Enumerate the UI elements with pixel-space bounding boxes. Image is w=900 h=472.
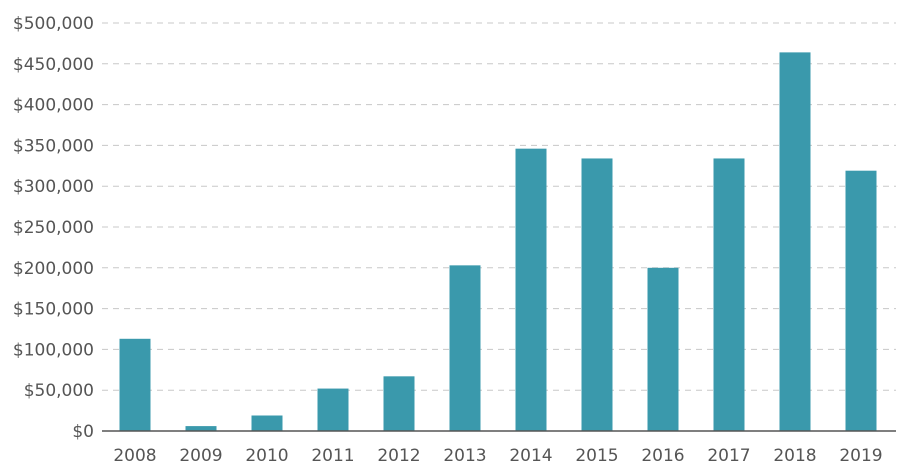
bar-2014 bbox=[515, 148, 547, 431]
x-tick-label: 2016 bbox=[641, 446, 684, 466]
y-tick-label: $300,000 bbox=[13, 177, 94, 197]
y-tick-label: $250,000 bbox=[13, 218, 94, 238]
bar-2011 bbox=[317, 388, 349, 431]
bar-2009 bbox=[185, 426, 217, 431]
y-tick-label: $100,000 bbox=[13, 340, 94, 360]
y-tick-label: $150,000 bbox=[13, 300, 94, 320]
bar-2012 bbox=[383, 376, 415, 431]
x-tick-label: 2012 bbox=[377, 446, 420, 466]
y-tick-label: $400,000 bbox=[13, 96, 94, 116]
x-tick-label: 2015 bbox=[575, 446, 618, 466]
bar-2015 bbox=[581, 158, 613, 431]
x-tick-label: 2017 bbox=[707, 446, 750, 466]
x-tick-label: 2008 bbox=[113, 446, 156, 466]
x-tick-label: 2009 bbox=[179, 446, 222, 466]
bars bbox=[119, 52, 877, 432]
y-tick-label: $500,000 bbox=[13, 14, 94, 34]
x-tick-label: 2014 bbox=[509, 446, 552, 466]
x-tick-label: 2013 bbox=[443, 446, 486, 466]
bar-2013 bbox=[449, 265, 481, 431]
y-tick-label: $0 bbox=[72, 422, 94, 442]
x-tick-label: 2018 bbox=[773, 446, 816, 466]
y-tick-label: $450,000 bbox=[13, 55, 94, 75]
bar-2018 bbox=[779, 52, 811, 431]
y-tick-label: $350,000 bbox=[13, 136, 94, 156]
bar-2019 bbox=[845, 170, 877, 432]
x-axis-tick-labels: 2008 2009 2010 2011 2012 2013 2014 2015 2016 2017… bbox=[113, 446, 882, 466]
y-tick-label: $50,000 bbox=[24, 381, 94, 401]
y-tick-label: $200,000 bbox=[13, 259, 94, 279]
bar-2008 bbox=[119, 338, 151, 431]
bar-2010 bbox=[251, 415, 283, 431]
gridlines bbox=[102, 22, 896, 391]
bar-2016 bbox=[647, 267, 679, 431]
x-tick-label: 2019 bbox=[839, 446, 882, 466]
x-tick-label: 2011 bbox=[311, 446, 354, 466]
x-tick-label: 2010 bbox=[245, 446, 288, 466]
bar-2017 bbox=[713, 158, 745, 431]
y-axis-tick-labels: $0 $50,000 $100,000 $150,000 $200,000 $250,00… bbox=[13, 14, 94, 442]
